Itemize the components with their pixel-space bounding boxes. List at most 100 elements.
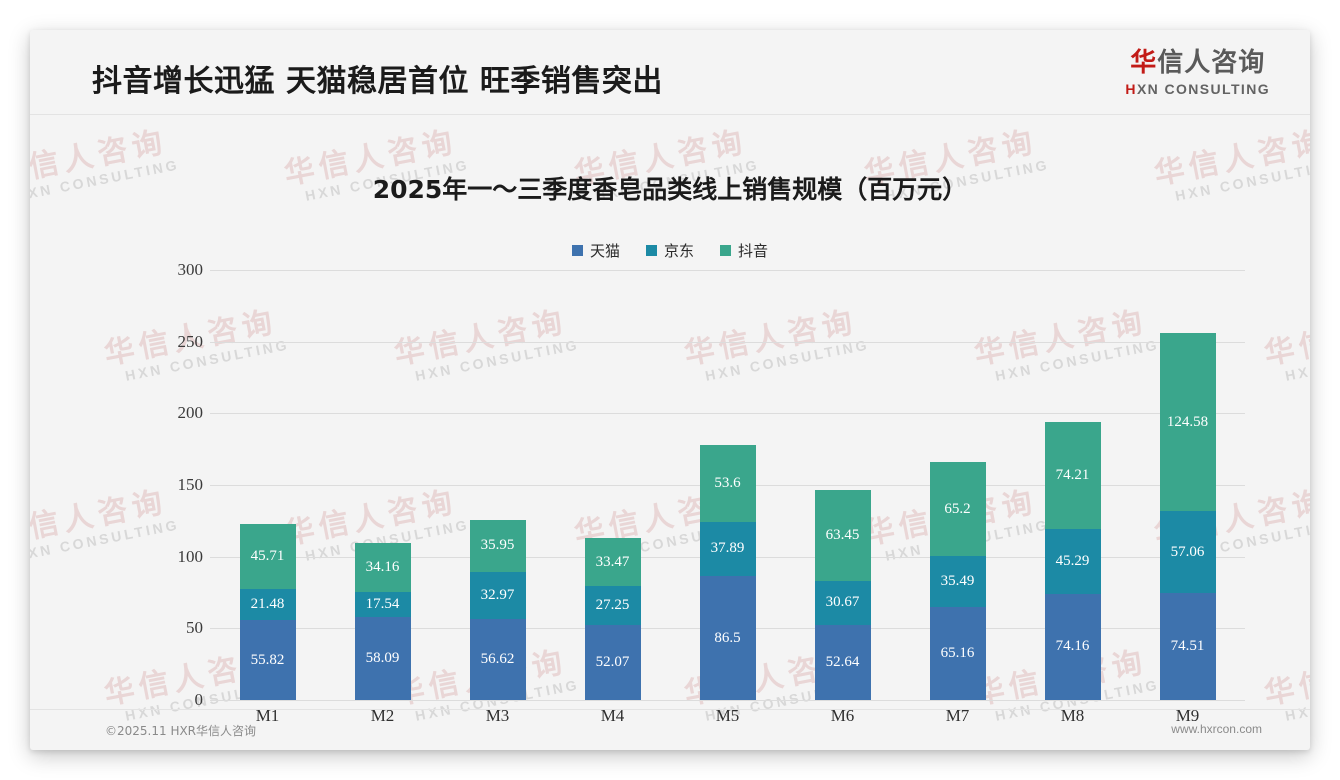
bar-value-label: 35.49 <box>940 572 975 589</box>
bar-value-label: 58.09 <box>365 649 400 666</box>
bar-column-M2[interactable]: 34.16 17.54 58.09 <box>325 270 440 700</box>
chart-x-axis: M1 M2 M3 M4 M5 M6 M7 M8 M9 <box>210 706 1245 726</box>
bar-segment-京东[interactable]: 27.25 <box>584 586 641 626</box>
bar-stack: 65.2 35.49 65.16 <box>929 462 986 700</box>
bar-stack: 35.95 32.97 56.62 <box>469 520 526 700</box>
y-axis-tick-label: 200 <box>177 403 204 423</box>
bar-value-label: 27.25 <box>595 597 630 614</box>
brand-logo: 华信人咨询 HXN CONSULTING <box>1125 50 1270 96</box>
bar-segment-天猫[interactable]: 74.51 <box>1159 593 1216 700</box>
x-axis-tick-label: M5 <box>715 706 740 725</box>
x-axis-tick-label: M6 <box>830 706 855 725</box>
bar-segment-京东[interactable]: 45.29 <box>1044 528 1101 594</box>
bar-segment-抖音[interactable]: 65.2 <box>929 462 986 556</box>
legend-item-抖音[interactable]: 抖音 <box>720 240 768 261</box>
x-axis-tick-label: M2 <box>370 706 395 725</box>
bar-segment-天猫[interactable]: 52.64 <box>814 624 871 700</box>
bar-segment-抖音[interactable]: 63.45 <box>814 489 871 581</box>
bar-column-M9[interactable]: 124.58 57.06 74.51 <box>1130 270 1245 700</box>
bar-column-M8[interactable]: 74.21 45.29 74.16 <box>1015 270 1130 700</box>
y-axis-tick-label: 150 <box>177 475 204 494</box>
brand-logo-en-accent: H <box>1125 81 1137 97</box>
brand-logo-cn: 华信人咨询 <box>1125 50 1270 76</box>
bar-value-label: 21.48 <box>250 596 285 613</box>
bar-value-label: 55.82 <box>250 651 285 668</box>
bar-segment-天猫[interactable]: 55.82 <box>239 620 296 700</box>
x-axis-tick-label: M8 <box>1060 706 1085 725</box>
bar-segment-京东[interactable]: 57.06 <box>1159 511 1216 594</box>
bar-segment-抖音[interactable]: 35.95 <box>469 520 526 572</box>
gridline <box>210 700 1245 701</box>
legend-item-京东[interactable]: 京东 <box>645 240 694 261</box>
bar-stack: 53.6 37.89 86.5 <box>699 444 756 700</box>
bar-stack: 45.71 21.48 55.82 <box>239 523 296 700</box>
x-axis-tick-label: M9 <box>1175 706 1200 725</box>
footer-copyright: ©2025.11 HXR华信人咨询 <box>105 724 257 738</box>
bar-stack: 34.16 17.54 58.09 <box>354 542 411 700</box>
bar-value-label: 45.71 <box>250 547 285 564</box>
legend-swatch-icon <box>720 245 731 256</box>
bar-column-M4[interactable]: 33.47 27.25 52.07 <box>555 270 670 700</box>
y-axis-tick-label: 250 <box>177 331 204 351</box>
bar-column-M5[interactable]: 53.6 37.89 86.5 <box>670 270 785 700</box>
watermark-en: HXN CONSULTING <box>1283 336 1310 384</box>
bar-column-M7[interactable]: 65.2 35.49 65.16 <box>900 270 1015 700</box>
legend-swatch-icon <box>571 245 583 256</box>
bar-segment-天猫[interactable]: 58.09 <box>354 616 411 700</box>
bar-segment-天猫[interactable]: 65.16 <box>929 606 986 700</box>
bar-segment-抖音[interactable]: 124.58 <box>1159 332 1216 512</box>
bar-segment-抖音[interactable]: 45.71 <box>239 523 296 590</box>
bar-stack: 33.47 27.25 52.07 <box>584 538 641 700</box>
legend-label: 抖音 <box>738 242 769 260</box>
bar-segment-京东[interactable]: 21.48 <box>239 589 296 620</box>
bar-value-label: 17.54 <box>365 595 400 612</box>
bar-column-M6[interactable]: 63.45 30.67 52.64 <box>785 270 900 700</box>
bar-segment-天猫[interactable]: 86.5 <box>699 576 756 700</box>
page-title: 抖音增长迅猛 天猫稳居首位 旺季销售突出 <box>92 64 663 99</box>
bar-value-label: 86.5 <box>714 629 741 646</box>
bar-value-label: 74.51 <box>1170 638 1205 655</box>
legend-label: 京东 <box>663 242 694 260</box>
bar-segment-抖音[interactable]: 33.47 <box>584 538 641 587</box>
y-axis-tick-label: 300 <box>177 260 204 279</box>
bar-segment-京东[interactable]: 32.97 <box>469 571 526 619</box>
brand-logo-cn-rest: 信人咨询 <box>1157 48 1266 78</box>
bar-segment-天猫[interactable]: 52.07 <box>584 625 641 700</box>
gridline <box>210 270 1245 271</box>
bar-segment-天猫[interactable]: 74.16 <box>1044 593 1101 700</box>
bar-value-label: 35.95 <box>480 537 515 554</box>
bar-value-label: 52.64 <box>825 653 860 670</box>
bar-segment-抖音[interactable]: 34.16 <box>354 542 411 592</box>
bar-value-label: 57.06 <box>1170 543 1205 560</box>
bar-column-M1[interactable]: 45.71 21.48 55.82 <box>210 270 325 700</box>
bar-segment-抖音[interactable]: 53.6 <box>699 444 756 522</box>
bar-value-label: 33.47 <box>595 553 630 570</box>
chart-legend: 天猫 京东 抖音 <box>30 240 1310 261</box>
x-axis-tick-label: M7 <box>945 706 970 725</box>
bar-value-label: 124.58 <box>1166 413 1209 430</box>
x-axis-tick-label: M4 <box>600 706 625 725</box>
bar-value-label: 65.16 <box>940 644 975 661</box>
bar-value-label: 37.89 <box>710 540 745 557</box>
bar-segment-京东[interactable]: 35.49 <box>929 555 986 607</box>
bar-value-label: 45.29 <box>1055 552 1090 569</box>
chart-title: 2025年一～三季度香皂品类线上销售规模（百万元） <box>372 175 968 204</box>
bar-column-M3[interactable]: 35.95 32.97 56.62 <box>440 270 555 700</box>
card-header: 抖音增长迅猛 天猫稳居首位 旺季销售突出 华信人咨询 HXN CONSULTIN… <box>30 30 1310 115</box>
bar-value-label: 74.21 <box>1055 467 1090 484</box>
bar-segment-京东[interactable]: 37.89 <box>699 521 756 577</box>
x-axis-tick-label: M1 <box>255 706 280 725</box>
bar-segment-抖音[interactable]: 74.21 <box>1044 422 1101 529</box>
brand-logo-en: HXN CONSULTING <box>1125 82 1270 96</box>
card-footer: ©2025.11 HXR华信人咨询 www.hxrcon.com <box>30 709 1310 750</box>
bar-segment-京东[interactable]: 30.67 <box>814 580 871 625</box>
legend-item-天猫[interactable]: 天猫 <box>571 240 620 261</box>
bar-stack: 63.45 30.67 52.64 <box>814 489 871 700</box>
bar-stack: 74.21 45.29 74.16 <box>1044 422 1101 700</box>
footer-website[interactable]: www.hxrcon.com <box>1171 722 1262 736</box>
bar-segment-京东[interactable]: 17.54 <box>354 591 411 617</box>
legend-label: 天猫 <box>589 242 620 260</box>
y-axis-tick-label: 50 <box>186 618 203 638</box>
bar-value-label: 63.45 <box>825 526 860 543</box>
bar-segment-天猫[interactable]: 56.62 <box>469 618 526 700</box>
